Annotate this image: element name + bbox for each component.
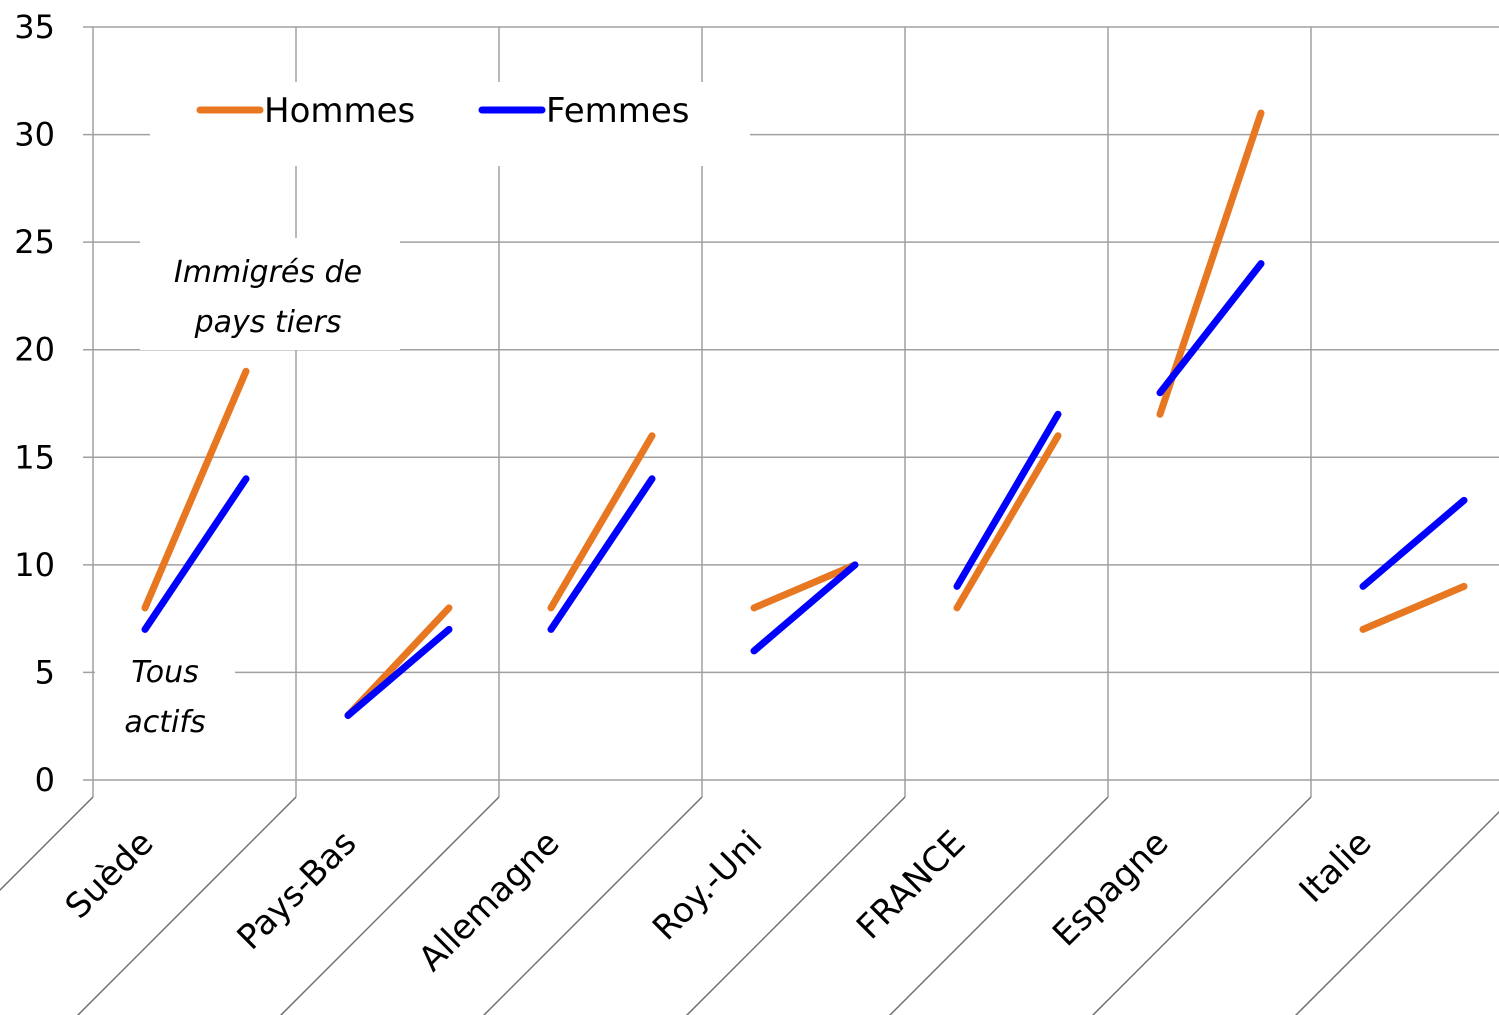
annotation: Tous [131, 655, 199, 690]
annotation: pays tiers [194, 305, 342, 340]
y-tick-label: 10 [14, 546, 55, 584]
series-segment [1359, 496, 1468, 590]
series-segment [750, 561, 859, 655]
y-tick-label: 0 [35, 761, 55, 799]
y-tick-label: 35 [14, 8, 55, 46]
series-segment [1156, 260, 1265, 397]
floor-line [279, 796, 500, 1015]
x-tick-label: Roy.-Uni [645, 823, 770, 948]
legend-label: Hommes [264, 91, 415, 131]
annotation-box [95, 645, 235, 747]
floor-line [482, 796, 703, 1015]
floor-line [888, 796, 1109, 1015]
x-tick-label: Italie [1292, 823, 1380, 911]
floor-line [685, 796, 906, 1015]
series-segment [1359, 582, 1468, 633]
y-tick-label: 25 [14, 223, 55, 261]
floor-line [1091, 796, 1312, 1015]
floor-line [1294, 810, 1499, 1015]
annotation: Immigrés de [174, 255, 362, 290]
series-segment [547, 432, 656, 612]
x-tick-label: Suède [58, 823, 162, 927]
y-tick-label: 5 [35, 653, 55, 691]
series-segment [141, 367, 250, 612]
legend-box [150, 82, 750, 166]
series-segment [953, 410, 1062, 590]
x-tick-label: Espagne [1045, 823, 1176, 954]
annotation: actifs [124, 705, 205, 740]
floor-line [76, 796, 297, 1015]
floor-line [0, 796, 94, 892]
x-tick-label: FRANCE [849, 823, 973, 947]
y-tick-label: 30 [14, 116, 55, 154]
series-segment [953, 432, 1062, 612]
series-segment [750, 561, 859, 612]
series-segment [547, 475, 656, 633]
y-tick-label: 15 [14, 438, 55, 476]
y-tick-label: 20 [14, 331, 55, 369]
series-segment [141, 475, 250, 633]
annotation-box [140, 238, 400, 350]
legend-label: Femmes [546, 91, 690, 131]
series-segment [1156, 109, 1265, 418]
series-segment [344, 625, 453, 719]
